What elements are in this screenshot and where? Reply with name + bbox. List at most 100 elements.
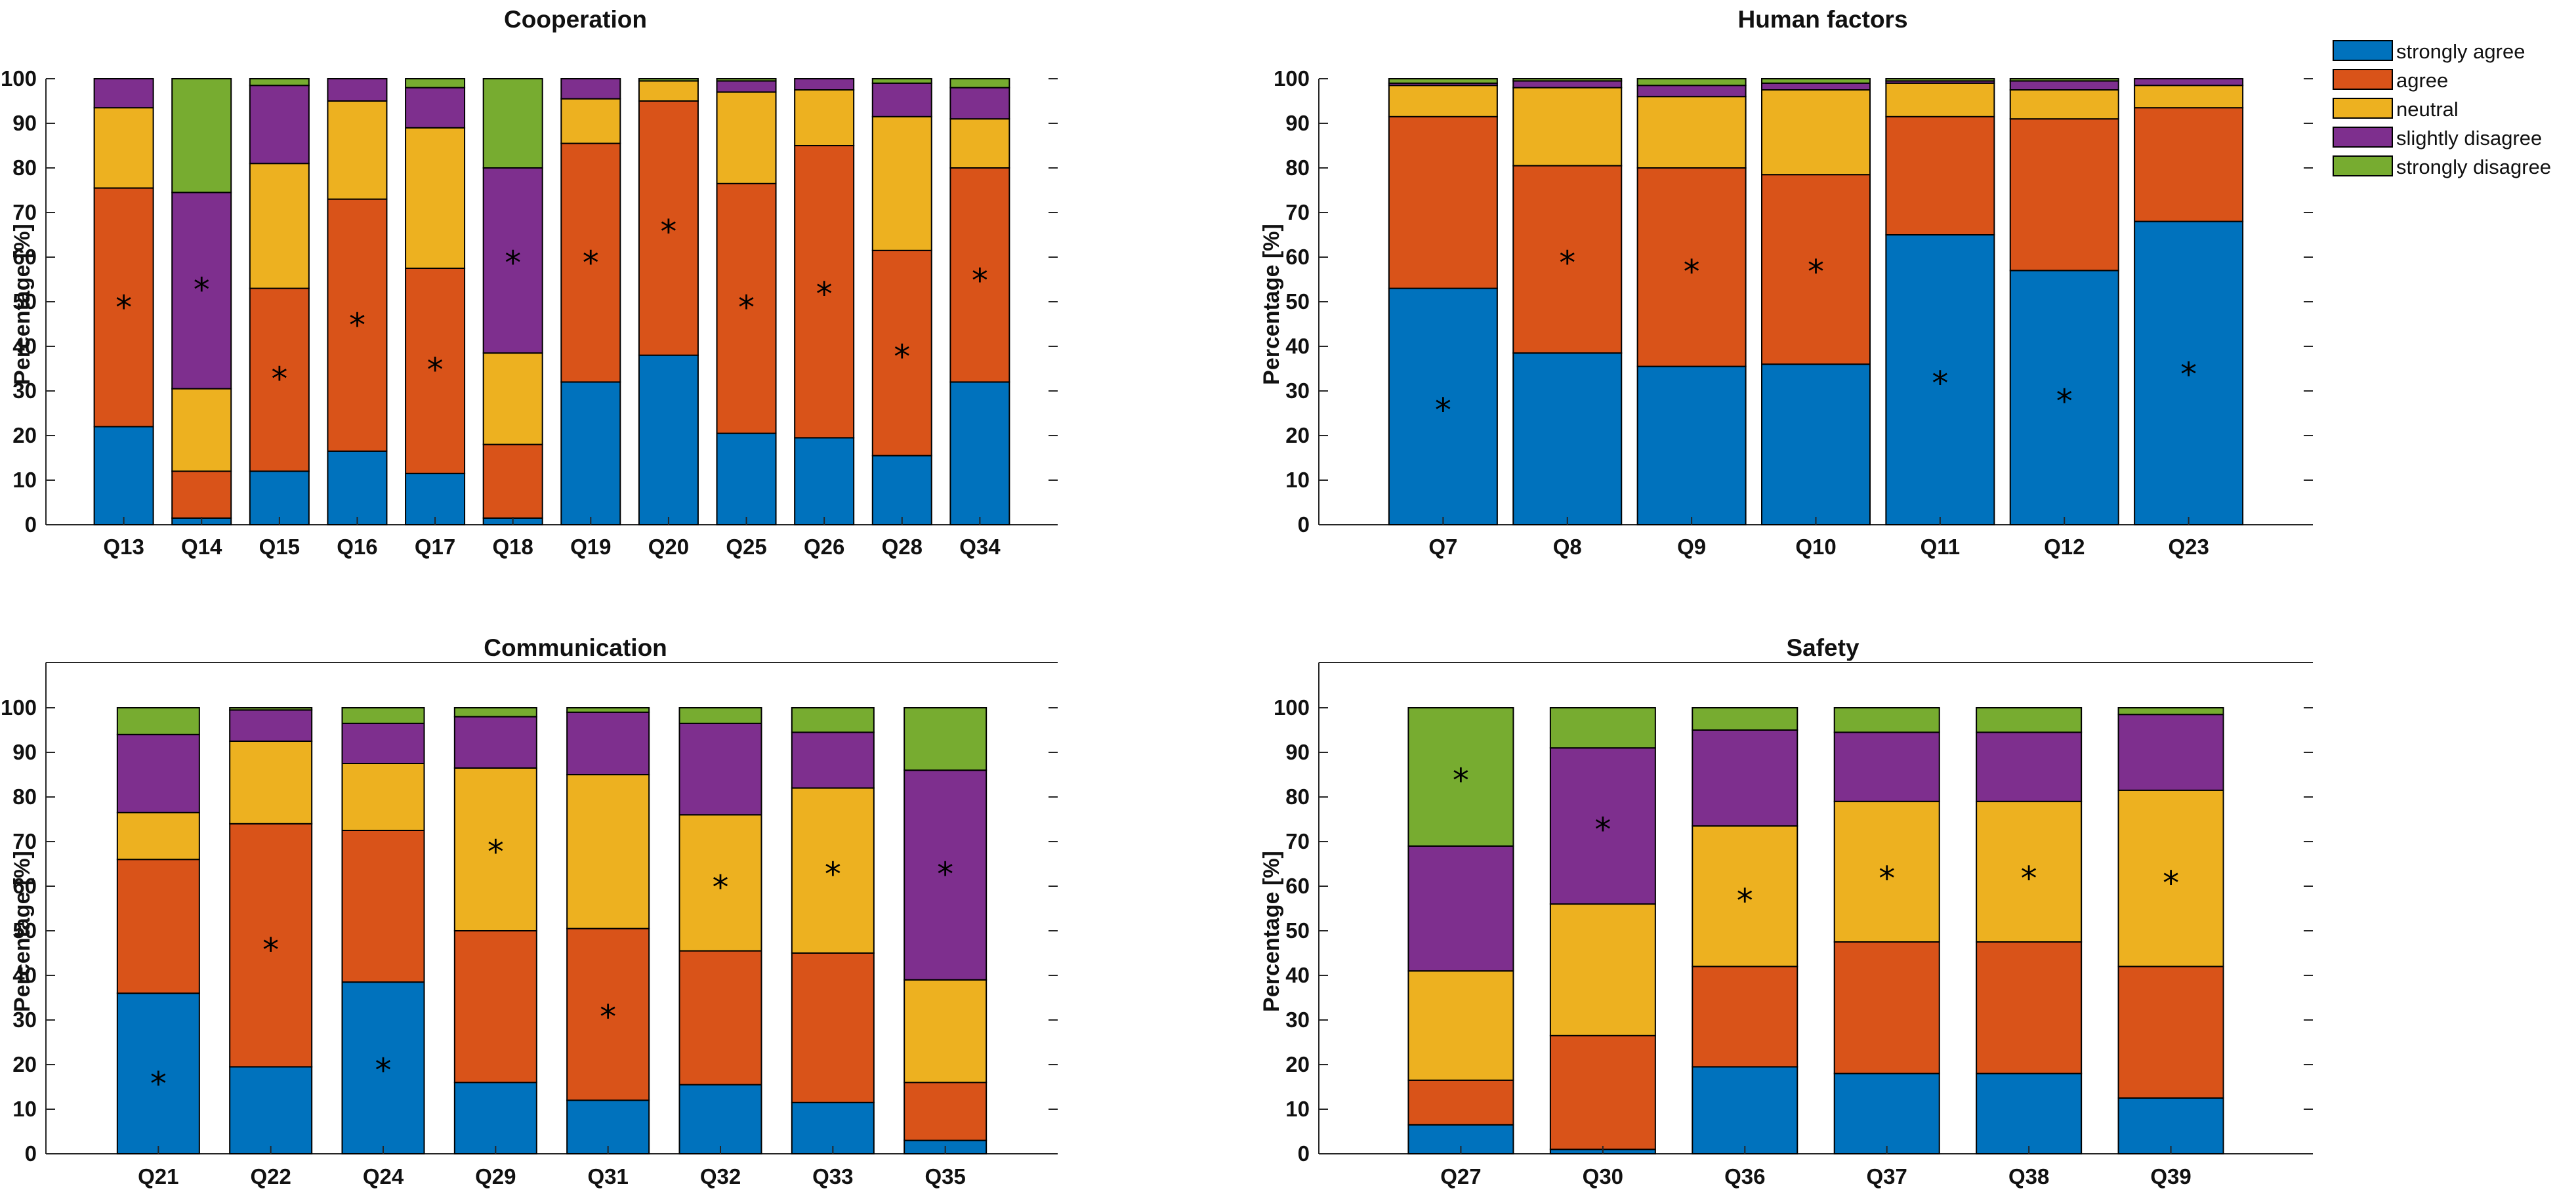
legend-item-agree: agree [2333, 69, 2448, 92]
bar-q18-agree [482, 443, 543, 519]
bar-q15-neutral [249, 163, 310, 289]
bar-q18-neutral [482, 352, 543, 445]
bar-q18-strongly-disagree [482, 78, 543, 169]
y-tick-label: 100 [1, 695, 37, 720]
bar-q31-strongly-agree [566, 1099, 650, 1155]
x-tick-label: Q24 [363, 1164, 404, 1189]
bar-q7-neutral [1388, 85, 1498, 117]
bar-q25-strongly-disagree [716, 78, 777, 82]
bar-q17-slightly-disagree [405, 87, 466, 129]
y-tick-label: 70 [12, 829, 37, 853]
significance-marker: * [150, 1065, 167, 1103]
bar-q30-strongly-disagree [1549, 707, 1656, 749]
bar-q33-neutral [791, 787, 875, 954]
y-tick-label: 70 [1285, 829, 1310, 853]
significance-marker: * [271, 360, 287, 398]
bar-q24-slightly-disagree [341, 722, 425, 765]
bar-q21-strongly-disagree [116, 707, 200, 735]
bar-q21-slightly-disagree [116, 733, 200, 813]
legend-label: strongly disagree [2396, 155, 2551, 178]
chart-title: Safety [1786, 634, 1859, 661]
bar-q29-agree [453, 930, 537, 1084]
bar-q16-strongly-agree [327, 450, 388, 525]
bar-q32-neutral [678, 814, 762, 952]
bar-q22-strongly-disagree [229, 707, 313, 711]
bar-q30-agree [1549, 1034, 1656, 1151]
x-tick-label: Q30 [1583, 1164, 1623, 1189]
chart-safety: Safety Percentage [%] 0 10 20 30 40 50 60 70 80 9… [1259, 634, 2313, 1189]
bar-q30-slightly-disagree [1549, 747, 1656, 905]
x-tick-label: Q26 [804, 535, 844, 559]
x-tick-label: Q15 [259, 535, 300, 559]
y-tick-label: 100 [1274, 695, 1310, 720]
bar-q8-agree [1512, 165, 1623, 354]
bar-q29-neutral [453, 767, 537, 932]
bar-q22-strongly-agree [229, 1066, 313, 1155]
significance-marker: * [816, 275, 833, 314]
bar-q23-neutral [2134, 85, 2244, 109]
x-tick-label: Q16 [337, 535, 377, 559]
significance-marker: * [375, 1051, 392, 1090]
bar-q34-strongly-disagree [949, 78, 1010, 89]
significance-marker: * [2163, 864, 2179, 902]
bar-q28-agree [871, 249, 932, 457]
bar-q12-neutral [2009, 89, 2119, 120]
y-tick-label: 90 [12, 111, 37, 135]
bar-q38-strongly-agree [1976, 1072, 2083, 1154]
bar-q22-neutral [229, 741, 313, 825]
significance-marker: * [194, 271, 210, 309]
bar-q25-strongly-agree [716, 432, 777, 525]
legend-item-neutral: neutral [2333, 98, 2459, 121]
chart-cooperation: Cooperation Percentage [%] 0 10 20 30 40 50 60… [1, 6, 1058, 559]
bar-q9-slightly-disagree [1636, 85, 1747, 98]
y-tick-label: 20 [12, 1052, 37, 1076]
significance-marker: * [2021, 860, 2037, 898]
bar-q7-strongly-agree [1388, 287, 1498, 525]
bar-q15-slightly-disagree [249, 85, 310, 165]
bar-q28-neutral [871, 115, 932, 251]
bar-q17-strongly-agree [405, 472, 466, 525]
x-tick-label: Q38 [2008, 1164, 2049, 1189]
bar-q34-strongly-agree [949, 381, 1010, 526]
y-tick-label: 50 [1285, 289, 1310, 314]
significance-marker: * [349, 306, 365, 344]
y-tick-label: 40 [12, 334, 37, 358]
significance-marker: * [1932, 365, 1948, 403]
bar-q36-neutral [1692, 825, 1798, 968]
bar-q24-strongly-disagree [341, 707, 425, 724]
y-tick-label: 10 [12, 1097, 37, 1121]
legend: strongly agree agree neutral slightly di… [2327, 32, 2570, 180]
bar-q34-neutral [949, 118, 1010, 169]
bar-q12-agree [2009, 118, 2119, 272]
bar-q16-agree [327, 198, 388, 452]
legend-swatch [2333, 40, 2393, 61]
bar-q31-strongly-disagree [566, 707, 650, 713]
y-tick-label: 40 [12, 963, 37, 987]
bar-q31-slightly-disagree [566, 711, 650, 776]
bar-q38-neutral [1976, 800, 2083, 943]
x-tick-label: Q9 [1677, 535, 1706, 559]
y-tick-label: 30 [1285, 1008, 1310, 1032]
bar-q22-slightly-disagree [229, 709, 313, 743]
bar-q32-agree [678, 950, 762, 1086]
significance-marker: * [1594, 811, 1611, 849]
x-tick-label: Q12 [2044, 535, 2085, 559]
bar-q36-strongly-disagree [1692, 707, 1798, 731]
bar-q23-agree [2134, 107, 2244, 222]
bar-q13-agree [93, 187, 154, 428]
bar-q21-strongly-agree [116, 992, 200, 1154]
bar-q9-agree [1636, 167, 1747, 367]
bar-q23-strongly-agree [2134, 220, 2244, 525]
y-tick-label: 80 [1285, 155, 1310, 180]
bar-q20-strongly-disagree [638, 78, 699, 82]
bar-q35-strongly-disagree [904, 707, 987, 771]
bar-q33-strongly-agree [791, 1101, 875, 1155]
y-tick-label: 0 [1298, 1141, 1310, 1166]
x-tick-label: Q39 [2150, 1164, 2191, 1189]
significance-marker: * [894, 338, 910, 376]
y-tick-label: 90 [12, 740, 37, 764]
bar-q37-strongly-agree [1833, 1072, 1940, 1154]
y-tick-label: 70 [1285, 200, 1310, 224]
bar-q37-neutral [1833, 800, 1940, 943]
